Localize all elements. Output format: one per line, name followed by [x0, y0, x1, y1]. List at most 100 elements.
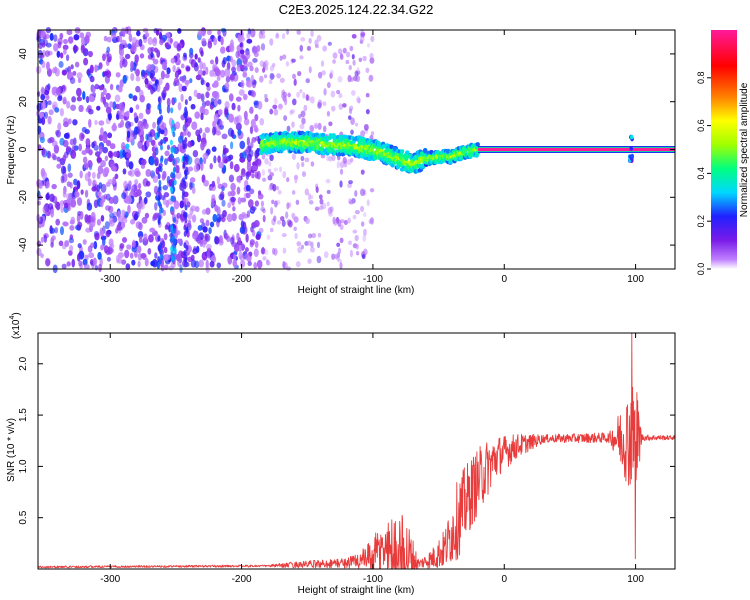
- noise-cell: [201, 222, 206, 231]
- noise-streak-cell: [183, 153, 187, 160]
- noise-streak-cell: [172, 216, 176, 223]
- colorbar-label: Normalized spectral amplitude: [739, 82, 750, 217]
- noise-cell: [195, 245, 200, 254]
- noise-cell: [94, 64, 98, 73]
- noise-cell: [246, 136, 251, 146]
- noise-cell: [294, 232, 298, 240]
- noise-cell: [225, 75, 231, 83]
- noise-cell: [310, 241, 314, 248]
- noise-cell: [299, 89, 303, 94]
- noise-cell: [134, 69, 141, 75]
- noise-cell: [99, 230, 105, 237]
- noise-cell: [271, 199, 275, 205]
- noise-cell: [245, 50, 251, 60]
- noise-cell: [313, 122, 319, 129]
- noise-cell: [228, 93, 234, 102]
- noise-cell: [80, 133, 85, 140]
- noise-cell: [256, 170, 261, 180]
- noise-cell: [299, 123, 305, 130]
- noise-cell: [318, 205, 324, 211]
- signal-cell: [475, 142, 480, 147]
- noise-cell: [227, 255, 233, 265]
- noise-cell: [247, 90, 252, 96]
- noise-cell: [85, 138, 91, 146]
- noise-cell: [361, 254, 366, 260]
- noise-cell: [221, 182, 228, 189]
- noise-cell: [250, 74, 255, 83]
- noise-cell: [200, 162, 204, 171]
- noise-cell: [162, 92, 166, 101]
- noise-cell: [112, 195, 119, 205]
- noise-cell: [300, 110, 306, 118]
- noise-cell: [271, 62, 276, 68]
- noise-cell: [308, 200, 314, 205]
- noise-cell: [230, 196, 236, 203]
- noise-cell: [163, 86, 167, 94]
- signal-cell: [331, 133, 336, 138]
- noise-cell: [66, 100, 71, 109]
- noise-cell: [164, 224, 169, 230]
- noise-cell: [81, 150, 87, 156]
- noise-cell: [128, 33, 133, 42]
- noise-cell: [123, 111, 130, 117]
- noise-cell: [115, 72, 121, 78]
- noise-cell: [168, 265, 174, 271]
- noise-streak-cell: [184, 136, 188, 143]
- noise-cell: [321, 202, 327, 210]
- noise-cell: [207, 40, 213, 49]
- noise-cell: [187, 166, 194, 172]
- noise-cell: [282, 171, 287, 179]
- y-tick-label: 20: [18, 96, 29, 108]
- noise-cell: [176, 212, 181, 219]
- noise-cell: [287, 220, 293, 228]
- noise-cell: [130, 185, 135, 194]
- noise-cell: [216, 206, 221, 216]
- noise-cell: [339, 262, 343, 270]
- noise-cell: [262, 67, 266, 73]
- y-tick-label: 0: [18, 146, 29, 152]
- noise-cell: [314, 206, 320, 212]
- signal-cell: [273, 131, 279, 136]
- noise-cell: [188, 95, 192, 102]
- noise-cell: [85, 96, 90, 102]
- noise-cell: [154, 252, 158, 259]
- noise-cell: [133, 112, 138, 118]
- noise-cell: [67, 172, 73, 178]
- noise-cell: [250, 28, 256, 38]
- noise-cell: [258, 227, 264, 234]
- noise-cell: [145, 169, 152, 177]
- noise-streak-cell: [159, 144, 163, 151]
- noise-cell: [247, 61, 253, 68]
- noise-cell: [41, 60, 46, 69]
- noise-cell: [55, 218, 61, 226]
- noise-cell: [317, 122, 322, 131]
- noise-cell: [254, 240, 259, 249]
- noise-cell: [126, 244, 132, 250]
- noise-cell: [227, 127, 234, 137]
- noise-cell: [67, 118, 72, 125]
- noise-cell: [316, 255, 322, 264]
- noise-cell: [305, 94, 309, 101]
- noise-cell: [249, 239, 255, 246]
- noise-cell: [347, 217, 351, 224]
- noise-cell: [126, 152, 132, 159]
- noise-cell: [146, 140, 150, 148]
- noise-cell: [237, 197, 242, 205]
- noise-cell: [200, 77, 204, 86]
- noise-cell: [348, 64, 352, 71]
- noise-cell: [235, 50, 240, 59]
- noise-cell: [354, 210, 360, 215]
- noise-cell: [326, 81, 331, 89]
- noise-cell: [119, 53, 124, 62]
- noise-cell: [310, 30, 314, 38]
- noise-cell: [120, 109, 125, 118]
- snr-y-axis-label: SNR (10 * v/v): [6, 418, 17, 482]
- noise-cell: [351, 34, 357, 39]
- noise-cell: [352, 75, 358, 82]
- burst-cell: [629, 146, 633, 151]
- noise-cell: [149, 227, 156, 233]
- noise-cell: [200, 112, 204, 121]
- noise-cell: [196, 92, 202, 100]
- noise-cell: [326, 201, 330, 207]
